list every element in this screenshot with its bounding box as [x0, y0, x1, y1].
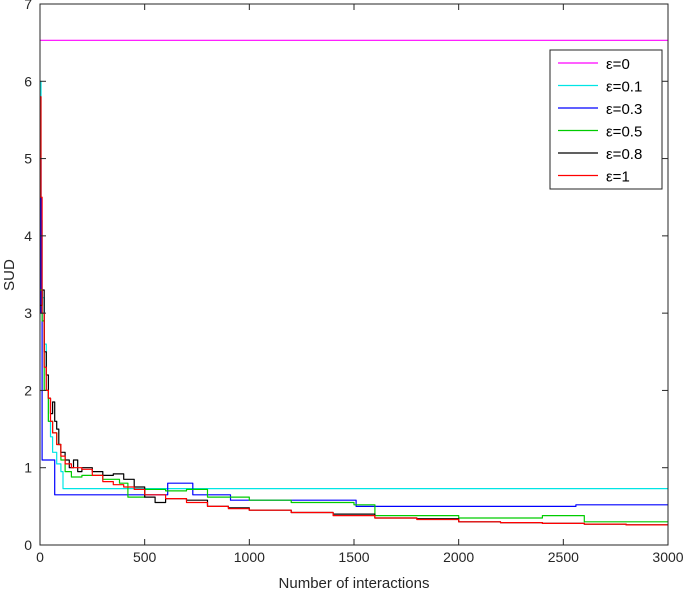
y-tick-label-5: 5 — [24, 151, 32, 167]
y-tick-label-3: 3 — [24, 305, 32, 321]
legend-label-3: ε=0.5 — [606, 124, 642, 141]
y-tick-label-6: 6 — [24, 73, 32, 89]
x-tick-label-3: 1500 — [338, 549, 369, 565]
legend-label-0: ε=0 — [606, 56, 630, 73]
x-tick-label-2: 1000 — [234, 549, 265, 565]
y-tick-label-0: 0 — [24, 537, 32, 553]
legend-label-4: ε=0.8 — [606, 146, 642, 163]
y-tick-label-7: 7 — [24, 0, 32, 12]
legend: ε=0 ε=0.1 ε=0.3 ε=0.5 ε=0.8 ε=1 — [549, 49, 663, 190]
x-tick-label-6: 3000 — [652, 549, 683, 565]
ticks-layer: 0 500 1000 1500 2000 2500 3000 0 1 2 3 4 5 6 7 — [24, 0, 684, 565]
series-layer — [40, 39, 668, 526]
x-tick-label-1: 500 — [133, 549, 157, 565]
legend-label-2: ε=0.3 — [606, 101, 642, 118]
series-line-5 — [40, 96, 668, 526]
legend-label-5: ε=1 — [606, 169, 630, 186]
y-axis-label: SUD — [1, 259, 18, 291]
x-tick-label-0: 0 — [36, 549, 44, 565]
x-tick-label-5: 2500 — [548, 549, 579, 565]
legend-box — [549, 49, 663, 190]
legend-label-1: ε=0.1 — [606, 79, 642, 96]
y-tick-label-4: 4 — [24, 228, 32, 244]
x-axis-label: Number of interactions — [279, 575, 430, 592]
x-tick-label-4: 2000 — [443, 549, 474, 565]
y-tick-label-1: 1 — [24, 460, 32, 476]
y-tick-label-2: 2 — [24, 382, 32, 398]
